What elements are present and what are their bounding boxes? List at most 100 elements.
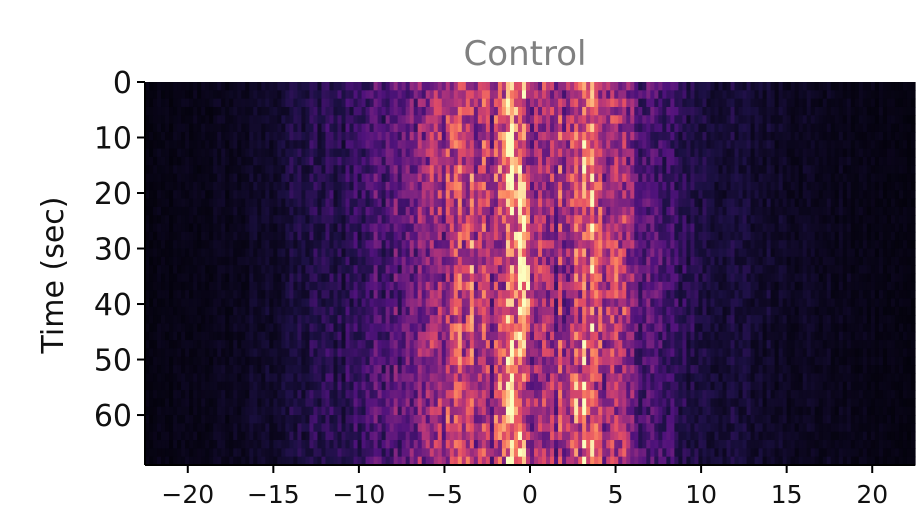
heatmap-cell [229, 206, 234, 216]
heatmap-cell [694, 190, 700, 200]
heatmap-cell [626, 198, 631, 208]
heatmap-cell [149, 82, 154, 91]
heatmap-cell [754, 140, 760, 150]
heatmap-cell [806, 273, 812, 283]
heatmap-cell [602, 256, 607, 266]
heatmap-cell [734, 223, 740, 233]
heatmap-cell [618, 190, 623, 200]
heatmap-cell [469, 156, 475, 166]
heatmap-cell [898, 90, 904, 100]
heatmap-cell [233, 190, 238, 200]
heatmap-cell [906, 156, 912, 166]
heatmap-cell [249, 248, 254, 258]
heatmap-cell [606, 231, 611, 241]
heatmap-cell [614, 148, 619, 158]
heatmap-cell [193, 173, 198, 183]
heatmap-cell [810, 90, 816, 100]
heatmap-cell [630, 173, 635, 183]
heatmap-cell [469, 248, 475, 258]
heatmap-cell [521, 181, 527, 191]
heatmap-cell [650, 206, 655, 216]
heatmap-cell [666, 123, 671, 133]
heatmap-cell [285, 223, 290, 233]
heatmap-cell [385, 106, 391, 116]
heatmap-cell [902, 290, 908, 300]
heatmap-cell [465, 181, 471, 191]
heatmap-cell [670, 115, 675, 125]
heatmap-cell [249, 140, 254, 150]
heatmap-cell [377, 198, 383, 208]
heatmap-cell [742, 123, 748, 133]
heatmap-cell [602, 123, 607, 133]
heatmap-cell [826, 190, 832, 200]
heatmap-cell [257, 173, 262, 183]
heatmap-cell [497, 165, 503, 175]
heatmap-cell [594, 115, 599, 125]
heatmap-cell [409, 290, 415, 300]
heatmap-cell [433, 115, 439, 125]
heatmap-cell [866, 106, 872, 116]
heatmap-cell [854, 265, 860, 275]
heatmap-cell [762, 173, 768, 183]
heatmap-cell [786, 231, 792, 241]
heatmap-cell [269, 223, 274, 233]
heatmap-cell [846, 256, 852, 266]
heatmap-cell [209, 256, 214, 266]
heatmap-cell [710, 140, 716, 150]
heatmap-cell [369, 98, 375, 108]
heatmap-cell [674, 206, 679, 216]
heatmap-cell [706, 281, 712, 291]
heatmap-cell [878, 190, 884, 200]
heatmap-cell [205, 82, 210, 91]
heatmap-cell [473, 256, 479, 266]
heatmap-cell [337, 181, 343, 191]
heatmap-cell [485, 198, 491, 208]
heatmap-cell [750, 290, 756, 300]
heatmap-cell [465, 281, 471, 291]
heatmap-cell [562, 206, 567, 216]
heatmap-cell [389, 131, 395, 141]
heatmap-cell [730, 223, 736, 233]
heatmap-cell [678, 215, 683, 225]
heatmap-cell [361, 248, 367, 258]
heatmap-cell [149, 240, 154, 250]
heatmap-cell [441, 240, 447, 250]
heatmap-cell [309, 123, 315, 133]
heatmap-cell [393, 115, 399, 125]
heatmap-cell [546, 190, 551, 200]
heatmap-cell [189, 165, 194, 175]
heatmap-cell [642, 156, 647, 166]
heatmap-cell [698, 140, 704, 150]
heatmap-cell [870, 131, 876, 141]
heatmap-cell [562, 290, 567, 300]
heatmap-cell [337, 273, 343, 283]
heatmap-cell [566, 265, 571, 275]
heatmap-cell [750, 240, 756, 250]
heatmap-cell [149, 223, 154, 233]
heatmap-cell [437, 123, 443, 133]
heatmap-cell [710, 256, 716, 266]
heatmap-cell [521, 148, 527, 158]
heatmap-cell [570, 106, 575, 116]
heatmap-cell [297, 215, 303, 225]
heatmap-cell [173, 231, 178, 241]
heatmap-cell [878, 198, 884, 208]
heatmap-cell [642, 231, 647, 241]
heatmap-cell [513, 290, 519, 300]
heatmap-cell [650, 123, 655, 133]
heatmap-cell [706, 123, 712, 133]
heatmap-cell [666, 148, 671, 158]
heatmap-cell [145, 106, 150, 116]
heatmap-cell [217, 131, 222, 141]
heatmap-cell [357, 273, 363, 283]
heatmap-cell [305, 190, 311, 200]
heatmap-cell [642, 190, 647, 200]
heatmap-cell [770, 281, 776, 291]
heatmap-cell [277, 290, 282, 300]
heatmap-cell [670, 206, 675, 216]
heatmap-cell [882, 190, 888, 200]
heatmap-cell [838, 281, 844, 291]
heatmap-cell [369, 198, 375, 208]
heatmap-cell [337, 206, 343, 216]
heatmap-cell [910, 148, 916, 158]
